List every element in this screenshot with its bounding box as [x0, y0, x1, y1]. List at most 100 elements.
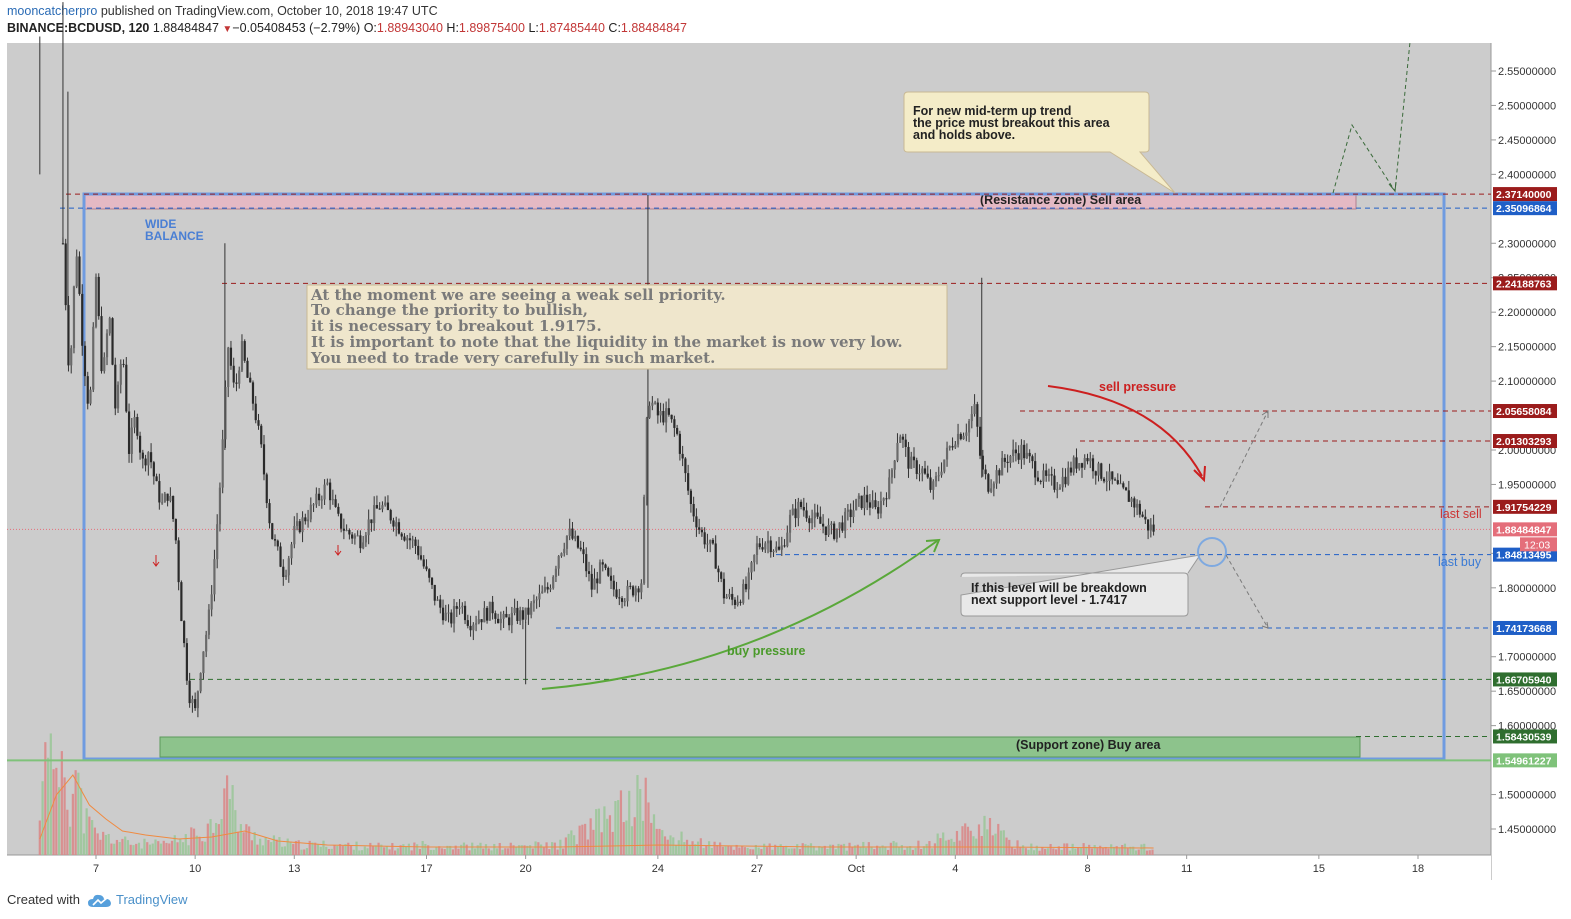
candle-body	[1064, 476, 1067, 485]
candle-body	[978, 426, 982, 456]
volume-bar	[895, 842, 898, 855]
candle-body	[598, 562, 602, 584]
candle-body	[262, 444, 266, 475]
candle-body	[194, 699, 197, 709]
tradingview-link[interactable]: TradingView	[88, 892, 188, 908]
volume-bar	[69, 826, 72, 855]
price-level-tag-label: 1.58430539	[1496, 731, 1552, 743]
volume-bar	[886, 849, 890, 855]
candle-body	[232, 365, 235, 383]
uptrend-note-text: For new mid-term up trend the price must…	[913, 104, 1111, 142]
volume-bar	[870, 846, 873, 855]
candle-body	[298, 521, 301, 533]
volume-bar	[1019, 847, 1022, 855]
volume-bar	[462, 842, 466, 855]
candle-body	[932, 481, 935, 490]
candle-body	[1014, 449, 1017, 454]
volume-bar	[170, 840, 174, 855]
projection-up-arrowhead-1	[1388, 181, 1397, 193]
candle-body	[775, 546, 778, 551]
price-tick-label: 2.55000000	[1498, 66, 1556, 78]
volume-bar	[41, 781, 44, 855]
volume-bar	[1024, 848, 1027, 855]
volume-bar	[231, 785, 234, 855]
volume-bar	[198, 836, 201, 855]
volume-bar	[71, 793, 74, 855]
candle-body	[439, 599, 442, 608]
candle-body	[144, 458, 147, 466]
volume-bar	[1043, 848, 1047, 855]
candle-body	[1083, 458, 1086, 468]
price-tick-label: 1.50000000	[1498, 790, 1556, 802]
volume-bar	[107, 833, 110, 855]
candle-body	[265, 474, 268, 504]
candle-body	[681, 453, 684, 459]
candle-body	[205, 634, 208, 652]
volume-bar	[126, 840, 130, 855]
author-link[interactable]: mooncatcherpro	[7, 4, 98, 18]
volume-bar	[884, 846, 887, 855]
volume-bar	[900, 845, 903, 855]
volume-bar	[201, 841, 204, 855]
candle-body	[783, 545, 786, 547]
candle-body	[620, 598, 624, 602]
candle-body	[976, 404, 979, 427]
volume-bar	[212, 832, 215, 855]
candle-body	[455, 606, 458, 609]
volume-bar	[573, 835, 576, 855]
candle-body	[645, 417, 648, 497]
candle-body	[508, 617, 511, 626]
volume-bar	[746, 848, 749, 855]
volume-bar	[57, 787, 61, 855]
candle-body	[1127, 490, 1130, 502]
volume-bar	[1148, 850, 1151, 855]
candle-body	[83, 345, 87, 377]
support-note-line1: If this level will be breakdown	[971, 581, 1147, 595]
volume-bar	[1055, 849, 1058, 855]
candle-body	[780, 545, 783, 550]
candle-body	[494, 613, 497, 619]
volume-bar	[997, 823, 1000, 855]
candle-body	[141, 452, 144, 459]
candle-body	[510, 612, 513, 626]
candle-body	[257, 420, 260, 426]
volume-bar	[259, 838, 262, 855]
volume-bar	[418, 848, 421, 855]
volume-bar	[584, 823, 587, 855]
candle-body	[485, 607, 489, 621]
volume-bar	[440, 848, 444, 855]
candle-body	[722, 578, 726, 599]
candle-body	[758, 543, 761, 548]
candle-body	[585, 554, 588, 572]
volume-bar	[319, 846, 322, 855]
volume-bar	[427, 845, 430, 855]
volume-bar	[360, 850, 364, 855]
volume-bar	[928, 841, 931, 855]
candle-body	[571, 528, 574, 539]
time-axis[interactable]: 7 10 13 17 20 24 27 Oct 4 8 11 15 18	[93, 855, 1424, 875]
candle-body	[755, 543, 759, 555]
volume-bar	[898, 847, 901, 855]
candle-body	[747, 572, 750, 590]
candle-body	[563, 548, 566, 554]
volume-bar	[735, 844, 738, 855]
candle-body	[1001, 457, 1004, 476]
price-chart[interactable]: (Resistance zone) Sell area (Support zon…	[0, 0, 1571, 880]
price-level-tag	[1493, 620, 1557, 635]
volume-bar	[374, 845, 377, 855]
candle-body	[119, 363, 122, 385]
candle-body	[618, 597, 621, 599]
volume-bar	[484, 844, 488, 855]
volume-bar	[165, 842, 168, 855]
price-axis[interactable]: 2.55000000 2.50000000 2.45000000 2.40000000…	[1491, 66, 1557, 836]
volume-bar	[460, 844, 463, 855]
volume-bar	[537, 842, 540, 855]
candle-body	[731, 593, 734, 600]
volume-bar	[264, 837, 267, 855]
volume-bar	[118, 842, 121, 855]
volume-bar	[790, 848, 793, 855]
candle-body	[739, 601, 742, 603]
volume-bar	[1123, 843, 1127, 855]
volume-bar	[195, 835, 198, 855]
candle-body	[373, 505, 376, 524]
